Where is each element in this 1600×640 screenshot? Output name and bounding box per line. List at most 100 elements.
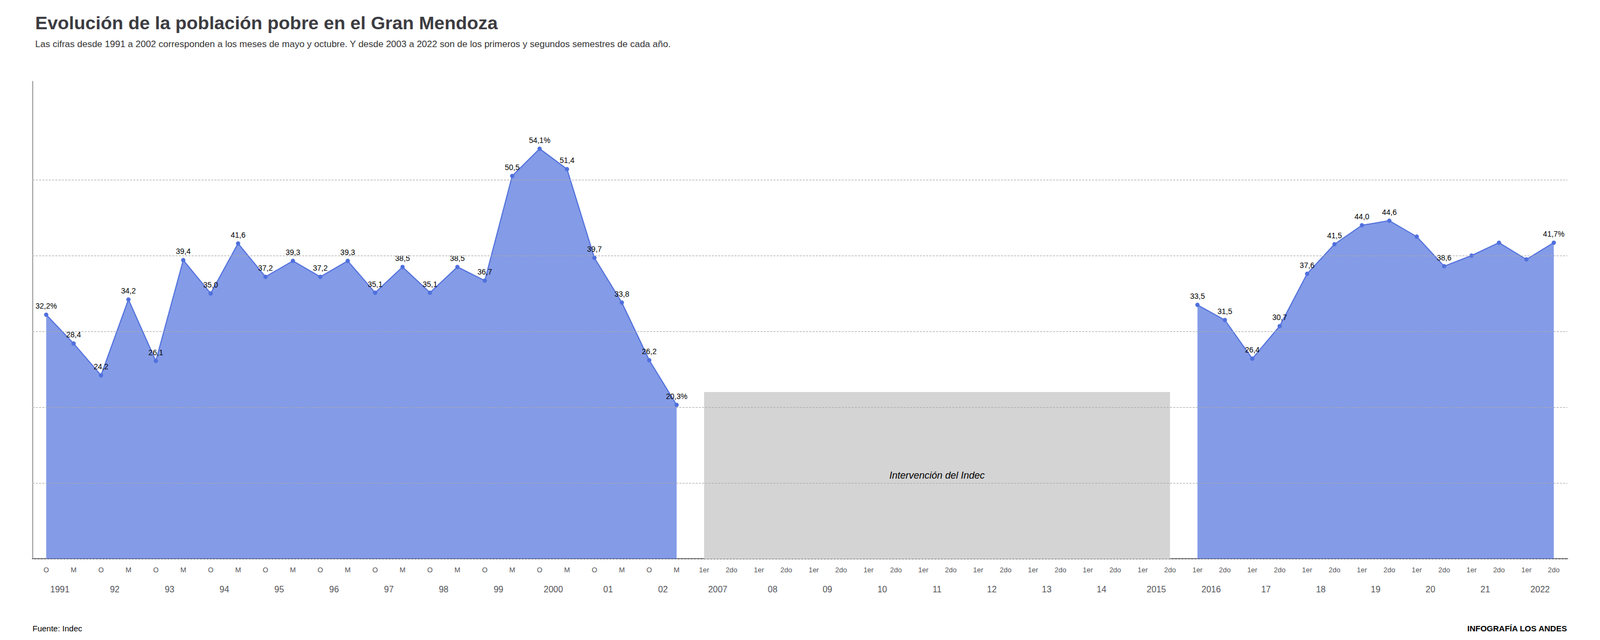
svg-text:32,2%: 32,2% bbox=[35, 301, 57, 311]
svg-text:41,7%: 41,7% bbox=[1543, 229, 1565, 239]
svg-text:2000: 2000 bbox=[543, 584, 564, 595]
svg-text:13: 13 bbox=[1042, 584, 1052, 595]
svg-text:37,2: 37,2 bbox=[313, 263, 328, 273]
svg-text:2do: 2do bbox=[1548, 566, 1560, 575]
svg-text:97: 97 bbox=[384, 584, 394, 595]
svg-text:38,6: 38,6 bbox=[1436, 253, 1452, 263]
svg-text:1991: 1991 bbox=[50, 584, 70, 595]
svg-text:34,2: 34,2 bbox=[121, 286, 136, 296]
svg-text:39,7: 39,7 bbox=[587, 244, 602, 254]
svg-text:2do: 2do bbox=[999, 566, 1012, 575]
svg-text:O: O bbox=[153, 566, 159, 575]
svg-text:1er: 1er bbox=[918, 566, 929, 575]
svg-text:37,2: 37,2 bbox=[258, 263, 273, 273]
svg-text:O: O bbox=[482, 566, 488, 575]
svg-text:O: O bbox=[427, 566, 433, 575]
svg-text:2do: 2do bbox=[1219, 566, 1232, 575]
svg-text:30,7: 30,7 bbox=[1272, 313, 1287, 322]
svg-text:2do: 2do bbox=[1054, 566, 1067, 575]
svg-text:M: M bbox=[125, 566, 132, 575]
svg-text:18: 18 bbox=[1316, 584, 1326, 595]
svg-text:39,4: 39,4 bbox=[176, 246, 191, 256]
svg-text:35,0: 35,0 bbox=[203, 280, 218, 290]
svg-text:INFOGRAFÍA LOS ANDES: INFOGRAFÍA LOS ANDES bbox=[1467, 623, 1567, 634]
svg-text:09: 09 bbox=[822, 584, 833, 595]
svg-text:Las cifras desde 1991 a 2002 c: Las cifras desde 1991 a 2002 corresponde… bbox=[35, 38, 671, 50]
svg-text:O: O bbox=[372, 566, 379, 575]
svg-text:2do: 2do bbox=[1273, 566, 1286, 575]
svg-text:51,4: 51,4 bbox=[559, 155, 575, 165]
svg-text:10: 10 bbox=[877, 584, 888, 595]
svg-text:94: 94 bbox=[219, 584, 230, 595]
svg-text:2do: 2do bbox=[1163, 566, 1176, 575]
svg-text:Intervención del Indec: Intervención del Indec bbox=[889, 470, 985, 481]
svg-text:35,1: 35,1 bbox=[422, 280, 438, 289]
svg-text:M: M bbox=[673, 566, 680, 575]
svg-text:M: M bbox=[70, 566, 77, 575]
svg-text:1er: 1er bbox=[863, 566, 874, 575]
svg-text:1er: 1er bbox=[808, 566, 819, 575]
svg-text:Evolución de la población pobr: Evolución de la población pobre en el Gr… bbox=[35, 12, 499, 34]
svg-text:02: 02 bbox=[658, 584, 668, 595]
svg-text:38,5: 38,5 bbox=[450, 254, 465, 263]
svg-text:M: M bbox=[235, 566, 242, 575]
svg-text:26,2: 26,2 bbox=[641, 347, 657, 356]
svg-text:M: M bbox=[563, 566, 570, 575]
svg-text:M: M bbox=[454, 566, 461, 575]
svg-text:93: 93 bbox=[164, 584, 175, 595]
svg-text:31,5: 31,5 bbox=[1217, 307, 1233, 316]
svg-text:1er: 1er bbox=[698, 566, 710, 575]
svg-text:O: O bbox=[591, 566, 597, 575]
svg-text:1er: 1er bbox=[1082, 566, 1094, 575]
svg-text:2do: 2do bbox=[1383, 566, 1396, 575]
svg-text:2022: 2022 bbox=[1530, 584, 1551, 595]
svg-text:M: M bbox=[399, 566, 406, 575]
svg-text:35,1: 35,1 bbox=[367, 280, 383, 289]
svg-text:38,5: 38,5 bbox=[395, 254, 411, 263]
svg-text:39,3: 39,3 bbox=[340, 248, 355, 257]
svg-text:M: M bbox=[619, 566, 626, 575]
svg-text:2do: 2do bbox=[725, 566, 738, 575]
svg-text:M: M bbox=[345, 566, 351, 575]
svg-text:1er: 1er bbox=[1302, 566, 1313, 575]
svg-text:1er: 1er bbox=[973, 566, 984, 575]
svg-text:37,6: 37,6 bbox=[1299, 261, 1315, 270]
svg-text:14: 14 bbox=[1096, 584, 1107, 595]
svg-text:1er: 1er bbox=[1028, 566, 1039, 575]
svg-text:41,5: 41,5 bbox=[1327, 231, 1342, 240]
svg-text:2do: 2do bbox=[1109, 566, 1122, 575]
svg-text:33,5: 33,5 bbox=[1189, 291, 1205, 301]
svg-text:2do: 2do bbox=[835, 566, 848, 575]
svg-text:44,0: 44,0 bbox=[1354, 212, 1370, 221]
svg-text:36,7: 36,7 bbox=[477, 267, 492, 277]
svg-text:21: 21 bbox=[1480, 584, 1491, 595]
svg-text:1er: 1er bbox=[1356, 566, 1368, 575]
svg-text:99: 99 bbox=[493, 584, 504, 595]
svg-text:1er: 1er bbox=[1247, 566, 1258, 575]
svg-text:O: O bbox=[98, 566, 104, 575]
svg-text:54,1%: 54,1% bbox=[528, 135, 551, 145]
svg-text:17: 17 bbox=[1260, 584, 1271, 595]
svg-text:O: O bbox=[536, 566, 543, 575]
svg-text:O: O bbox=[646, 566, 653, 575]
svg-text:92: 92 bbox=[109, 584, 120, 595]
svg-text:19: 19 bbox=[1370, 584, 1381, 595]
svg-text:O: O bbox=[317, 566, 323, 575]
svg-text:96: 96 bbox=[329, 584, 340, 595]
svg-text:95: 95 bbox=[274, 584, 285, 595]
svg-text:08: 08 bbox=[767, 584, 778, 595]
svg-text:2016: 2016 bbox=[1201, 584, 1221, 595]
svg-text:01: 01 bbox=[603, 584, 614, 595]
svg-text:12: 12 bbox=[986, 584, 997, 595]
svg-text:2do: 2do bbox=[1438, 566, 1450, 575]
svg-text:2do: 2do bbox=[944, 566, 957, 575]
svg-text:26,4: 26,4 bbox=[1244, 345, 1260, 355]
svg-text:1er: 1er bbox=[1466, 566, 1477, 575]
svg-text:Fuente: Indec: Fuente: Indec bbox=[32, 623, 83, 634]
svg-text:20,3%: 20,3% bbox=[665, 392, 688, 401]
svg-text:39,3: 39,3 bbox=[285, 248, 301, 257]
svg-text:1er: 1er bbox=[1411, 566, 1422, 575]
svg-text:M: M bbox=[289, 566, 296, 575]
svg-text:O: O bbox=[262, 566, 269, 575]
svg-text:O: O bbox=[43, 566, 49, 575]
